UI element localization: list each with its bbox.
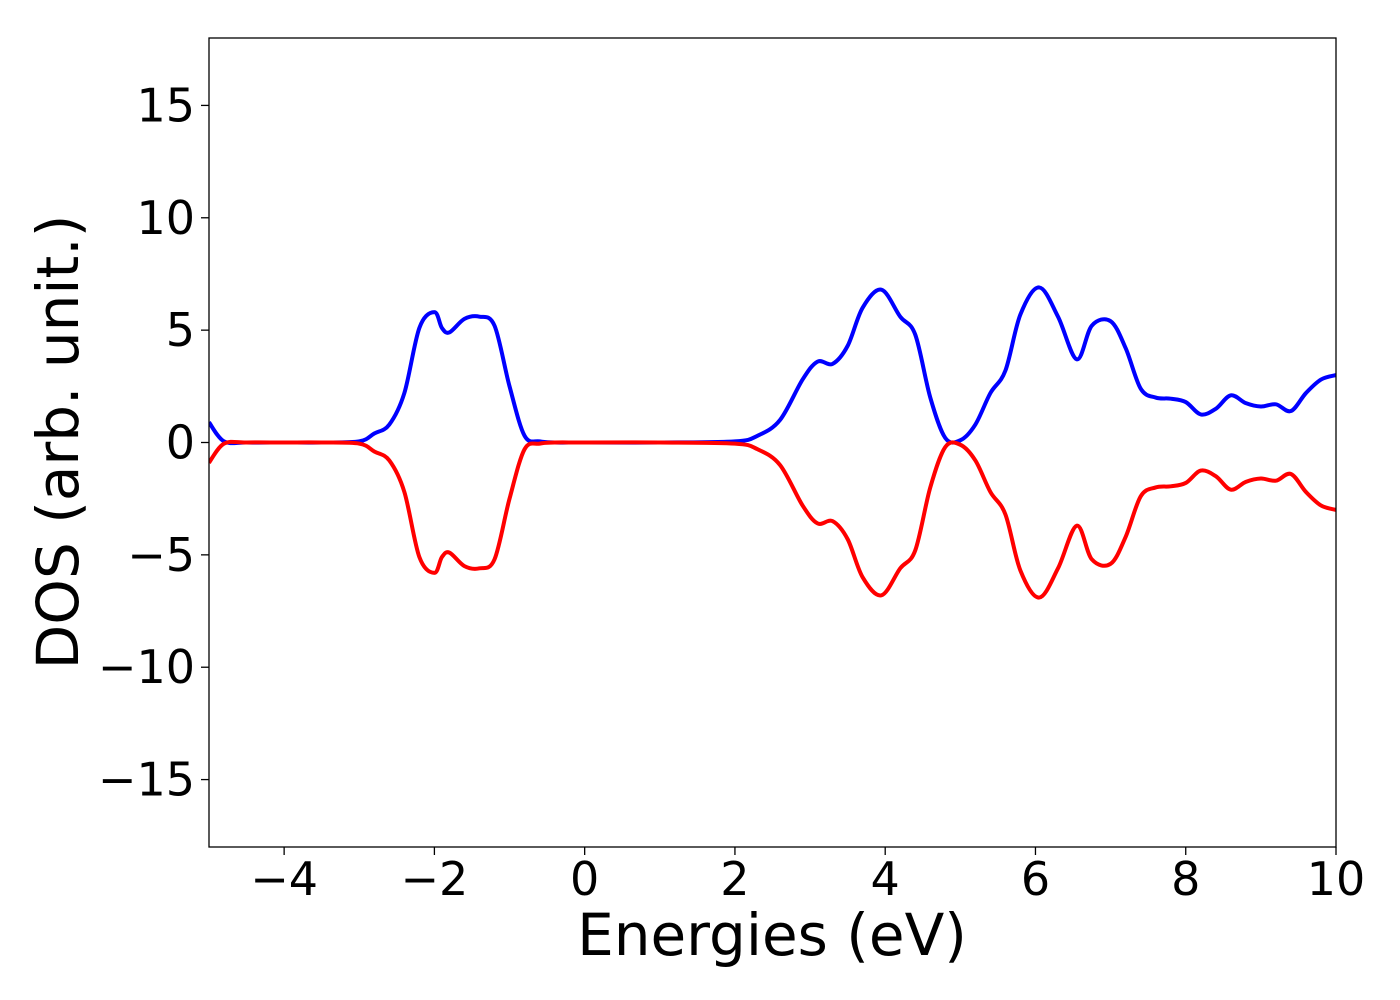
x-axis-ticks: −4 −2 0 2 4 6 8 10	[250, 847, 1365, 906]
x-tick-label: 8	[1171, 852, 1200, 906]
series-line-1	[209, 285, 1336, 446]
x-tick-label: −4	[250, 852, 318, 906]
y-tick-label: 15	[136, 78, 195, 132]
y-axis-title: DOS (arb. unit.)	[24, 215, 92, 670]
x-tick-label: 6	[1021, 852, 1050, 906]
x-axis-title: Energies (eV)	[577, 901, 967, 969]
x-tick-label: 4	[871, 852, 900, 906]
x-tick-label: 10	[1307, 852, 1366, 906]
y-tick-label: −15	[98, 753, 195, 807]
y-tick-label: −5	[127, 528, 195, 582]
x-tick-label: −2	[400, 852, 468, 906]
x-tick-label: 0	[570, 852, 599, 906]
y-tick-label: 5	[166, 303, 195, 357]
x-tick-label: 2	[720, 852, 749, 906]
series-line-2	[209, 439, 1336, 600]
y-axis-ticks: 15 10 5 0 −5 −10 −15	[98, 78, 209, 807]
y-tick-label: 10	[136, 191, 195, 245]
y-tick-label: 0	[166, 416, 195, 470]
plot-background	[209, 38, 1336, 847]
y-tick-label: −10	[98, 640, 195, 694]
series-layer	[209, 285, 1336, 600]
